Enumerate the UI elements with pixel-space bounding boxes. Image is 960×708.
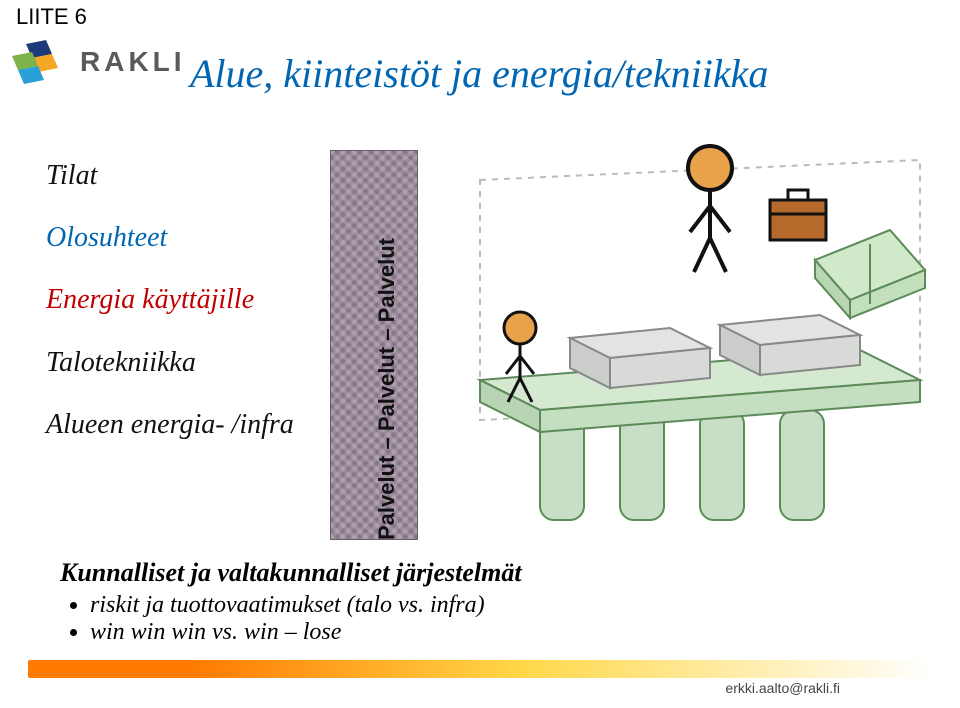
bottom-bullet: riskit ja tuottovaatimukset (talo vs. in… bbox=[90, 592, 522, 619]
bottom-bullet: win win win vs. win – lose bbox=[90, 619, 522, 646]
list-item: Alueen energia- /infra bbox=[46, 409, 294, 441]
list-item: Olosuhteet bbox=[46, 222, 294, 254]
footer-gradient-bar bbox=[28, 660, 932, 678]
footer-email: erkki.aalto@rakli.fi bbox=[725, 680, 840, 696]
bottom-heading: Kunnalliset ja valtakunnalliset järjeste… bbox=[60, 558, 522, 588]
platform-diagram bbox=[420, 120, 940, 540]
services-bar-label: Palvelut – Palvelut – Palvelut bbox=[374, 238, 400, 540]
list-item: Talotekniikka bbox=[46, 347, 294, 379]
brand-name: RAKLI bbox=[80, 46, 186, 78]
list-item: Tilat bbox=[46, 160, 294, 192]
brand-logo bbox=[12, 34, 72, 88]
bottom-text: Kunnalliset ja valtakunnalliset järjeste… bbox=[60, 558, 522, 646]
page-title: Alue, kiinteistöt ja energia/tekniikka bbox=[190, 50, 768, 97]
list-item: Energia käyttäjille bbox=[46, 284, 294, 316]
attachment-label: LIITE 6 bbox=[16, 4, 87, 30]
slide: { "header": { "liite": "LIITE 6", "brand… bbox=[0, 0, 960, 708]
topic-list: Tilat Olosuhteet Energia käyttäjille Tal… bbox=[46, 160, 294, 471]
